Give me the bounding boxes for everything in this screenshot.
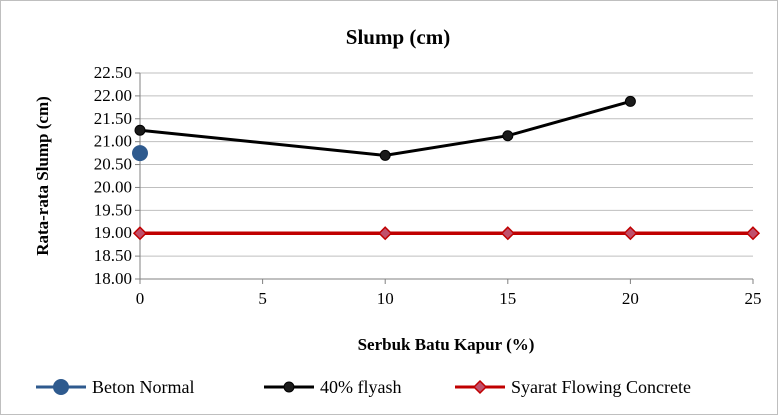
data-series bbox=[132, 95, 761, 241]
legend-label: Beton Normal bbox=[92, 377, 194, 397]
data-point bbox=[134, 124, 146, 136]
gridlines bbox=[140, 72, 753, 257]
y-tick-label: 18.50 bbox=[94, 246, 132, 265]
y-tick-label: 20.00 bbox=[94, 177, 132, 196]
data-point bbox=[472, 379, 488, 395]
legend-item: Syarat Flowing Concrete bbox=[455, 377, 691, 397]
series-line bbox=[139, 99, 631, 157]
data-point bbox=[379, 149, 391, 161]
x-tick-label: 20 bbox=[622, 289, 639, 308]
y-tick-label: 19.00 bbox=[94, 223, 132, 242]
series-40-flyash bbox=[134, 95, 636, 161]
data-point bbox=[378, 226, 393, 241]
tick-labels: 18.00 18.50 19.00 19.50 20.00 20.50 21.00 21.50… bbox=[94, 63, 762, 308]
data-point bbox=[502, 130, 514, 142]
data-point bbox=[53, 379, 69, 395]
data-point bbox=[132, 226, 148, 241]
x-tick-label: 10 bbox=[377, 289, 394, 308]
data-point bbox=[132, 145, 148, 162]
data-point bbox=[500, 226, 515, 241]
legend-label: 40% flyash bbox=[320, 377, 401, 397]
data-point bbox=[624, 95, 636, 107]
x-tick-label: 0 bbox=[136, 289, 145, 308]
series-syarat-flowing-concrete bbox=[132, 226, 761, 241]
legend-item: Beton Normal bbox=[36, 377, 194, 397]
y-tick-label: 19.50 bbox=[94, 200, 132, 219]
y-tick-label: 22.00 bbox=[94, 86, 132, 105]
legend-label: Syarat Flowing Concrete bbox=[511, 377, 691, 397]
y-tick-label: 20.50 bbox=[94, 155, 132, 174]
y-tick-label: 18.00 bbox=[94, 269, 132, 288]
data-point bbox=[745, 226, 761, 241]
y-tick-label: 21.50 bbox=[94, 109, 132, 128]
y-axis-title: Rata-rata Slump (cm) bbox=[33, 96, 52, 256]
y-tick-label: 22.50 bbox=[94, 63, 132, 82]
data-point bbox=[283, 381, 295, 393]
chart-title: Slump (cm) bbox=[346, 25, 450, 49]
data-point bbox=[623, 226, 638, 241]
x-tick-label: 5 bbox=[258, 289, 267, 308]
axes bbox=[135, 72, 754, 284]
legend-item: 40% flyash bbox=[264, 377, 401, 397]
series-beton-normal bbox=[132, 145, 148, 162]
x-axis-title: Serbuk Batu Kapur (%) bbox=[358, 335, 535, 354]
y-tick-label: 21.00 bbox=[94, 132, 132, 151]
x-tick-label: 15 bbox=[499, 289, 516, 308]
x-tick-label: 25 bbox=[745, 289, 762, 308]
legend: Beton Normal 40% flyash Syarat Flowing Con… bbox=[36, 377, 691, 397]
